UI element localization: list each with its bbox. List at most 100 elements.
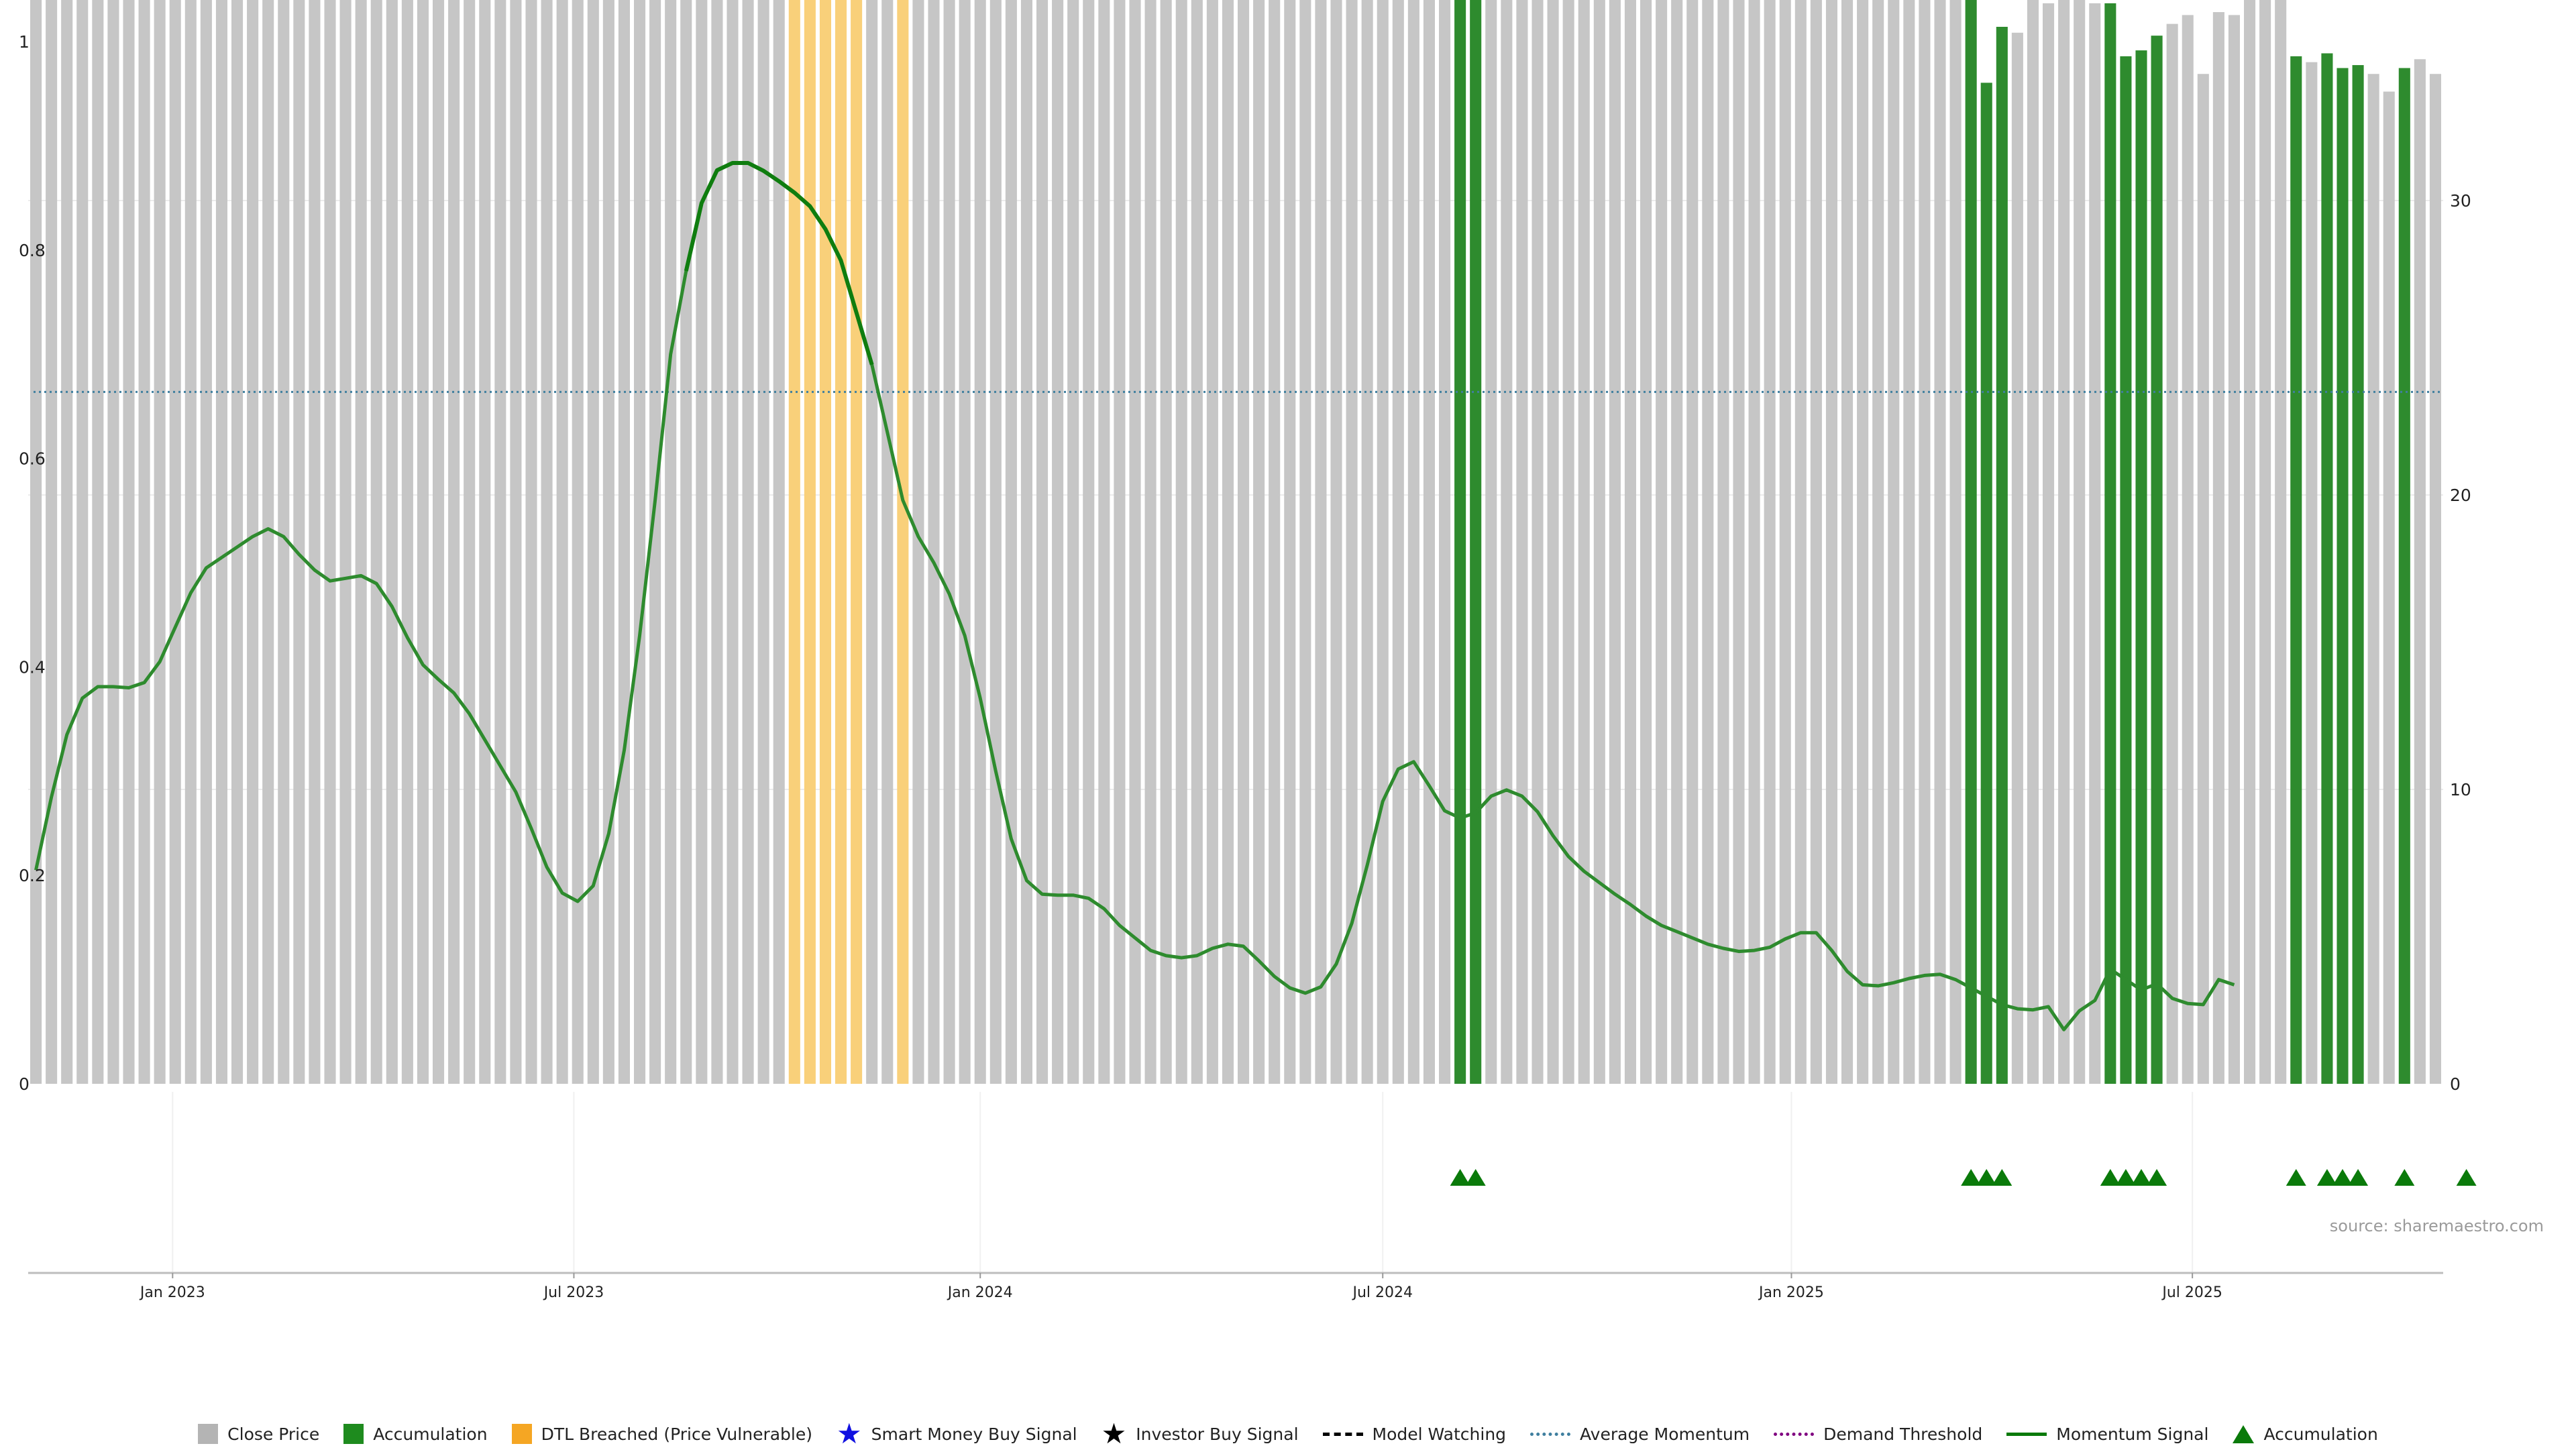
close-price-bar <box>92 0 104 1084</box>
close-price-bar <box>1284 0 1296 1084</box>
x-tick-label: Jan 2023 <box>139 1284 205 1301</box>
accumulation-marker <box>2100 1169 2121 1186</box>
close-price-bar <box>1083 0 1095 1084</box>
close-price-bar <box>61 0 73 1084</box>
close-price-bar <box>1593 0 1605 1084</box>
legend-item: Model Watching <box>1322 1424 1507 1444</box>
close-price-bar <box>1485 0 1497 1084</box>
accumulation-bar <box>1965 0 1977 1084</box>
close-price-bar <box>943 0 955 1084</box>
close-price-bar <box>1036 0 1049 1084</box>
close-price-bar <box>355 0 367 1084</box>
left-axis-tick-label: 0.8 <box>19 241 46 260</box>
close-price-bar <box>309 0 321 1084</box>
right-axis-tick-label: 30 <box>2450 191 2471 211</box>
close-price-bar <box>1656 0 1668 1084</box>
close-price-bar <box>1067 0 1079 1084</box>
close-price-bar <box>76 0 89 1084</box>
close-price-bar <box>1779 0 1791 1084</box>
close-price-bar <box>1949 0 1962 1084</box>
left-axis-tick-label: 1 <box>19 32 30 52</box>
close-price-bar <box>757 0 769 1084</box>
legend-item: ★ Investor Buy Signal <box>1101 1417 1299 1450</box>
legend-item: Momentum Signal <box>2006 1425 2208 1444</box>
close-price-bar <box>618 0 630 1084</box>
accumulation-bar <box>1470 0 1482 1084</box>
close-price-bar <box>665 0 677 1084</box>
legend-label: Model Watching <box>1372 1424 1507 1444</box>
accumulation-marker <box>2316 1169 2337 1186</box>
dtl-breached-bar <box>851 0 863 1084</box>
accumulation-bar <box>2398 68 2410 1084</box>
close-price-bar <box>1764 0 1776 1084</box>
right-axis-tick-label: 20 <box>2450 486 2471 505</box>
accumulation-marker <box>2332 1169 2353 1186</box>
close-price-bar <box>1439 0 1451 1084</box>
close-price-bar <box>123 0 135 1084</box>
close-price-bar <box>154 0 166 1084</box>
legend-line-icon <box>1322 1432 1363 1436</box>
legend-label: Demand Threshold <box>1823 1424 1983 1444</box>
accumulation-marker <box>2394 1169 2415 1186</box>
close-price-bar <box>2367 74 2379 1084</box>
legend-line-icon <box>2006 1432 2047 1436</box>
legend-star-icon: ★ <box>1101 1417 1127 1450</box>
legend-item: ★ Smart Money Buy Signal <box>837 1420 1077 1448</box>
close-price-bar <box>479 0 491 1084</box>
close-price-bar <box>1624 0 1636 1084</box>
close-price-bar <box>1052 0 1064 1084</box>
legend-label: Investor Buy Signal <box>1136 1424 1299 1444</box>
close-price-bar <box>30 0 42 1084</box>
close-price-bar <box>1733 0 1745 1084</box>
close-price-bar <box>1609 0 1621 1084</box>
legend-label: Momentum Signal <box>2056 1424 2209 1444</box>
accumulation-bar <box>2135 50 2147 1084</box>
close-price-bar <box>2259 0 2271 1084</box>
left-axis-tick-label: 0.6 <box>19 449 46 469</box>
close-price-bar <box>2197 74 2209 1084</box>
close-price-bar <box>433 0 445 1084</box>
close-price-bar <box>494 0 506 1084</box>
accumulation-bar <box>2120 56 2132 1084</box>
close-price-bar <box>1222 0 1234 1084</box>
close-price-bar <box>370 0 382 1084</box>
close-price-bar <box>464 0 476 1084</box>
close-price-bar <box>680 0 692 1084</box>
close-price-bar <box>46 0 58 1084</box>
momentum-signal-peak <box>684 161 874 366</box>
legend-square-icon <box>343 1424 364 1444</box>
close-price-bar <box>1392 0 1404 1084</box>
legend-item: Accumulation <box>343 1424 488 1444</box>
close-price-bar <box>324 0 336 1084</box>
close-price-bar <box>881 0 894 1084</box>
dtl-breached-bar <box>897 0 909 1084</box>
close-price-bar <box>386 0 398 1084</box>
close-price-bar <box>448 0 460 1084</box>
accumulation-marker <box>1465 1169 1486 1186</box>
legend-label: Close Price <box>227 1424 320 1444</box>
x-tick-label: Jan 2024 <box>947 1284 1013 1301</box>
close-price-bar <box>1857 0 1869 1084</box>
legend-item: Close Price <box>198 1424 319 1444</box>
close-price-bar <box>2074 0 2086 1084</box>
close-price-bar <box>1903 0 1915 1084</box>
close-price-bar <box>1160 0 1172 1084</box>
dtl-breached-bar <box>788 0 800 1084</box>
close-price-bar <box>1114 0 1126 1084</box>
accumulation-marker <box>1450 1169 1470 1186</box>
close-price-bar <box>293 0 305 1084</box>
close-price-bar <box>1532 0 1544 1084</box>
close-price-bar <box>1562 0 1574 1084</box>
close-price-bar <box>649 0 661 1084</box>
close-price-bar <box>2244 0 2256 1084</box>
close-price-bar <box>107 0 119 1084</box>
close-price-bar <box>1098 0 1110 1084</box>
left-axis-tick-label: 0 <box>19 1074 30 1094</box>
accumulation-bar <box>2337 68 2349 1084</box>
close-price-bar <box>215 0 227 1084</box>
close-price-bar <box>2429 74 2441 1084</box>
close-price-bar <box>742 0 754 1084</box>
legend-line-icon <box>1530 1432 1571 1436</box>
accumulation-marker <box>2286 1169 2306 1186</box>
